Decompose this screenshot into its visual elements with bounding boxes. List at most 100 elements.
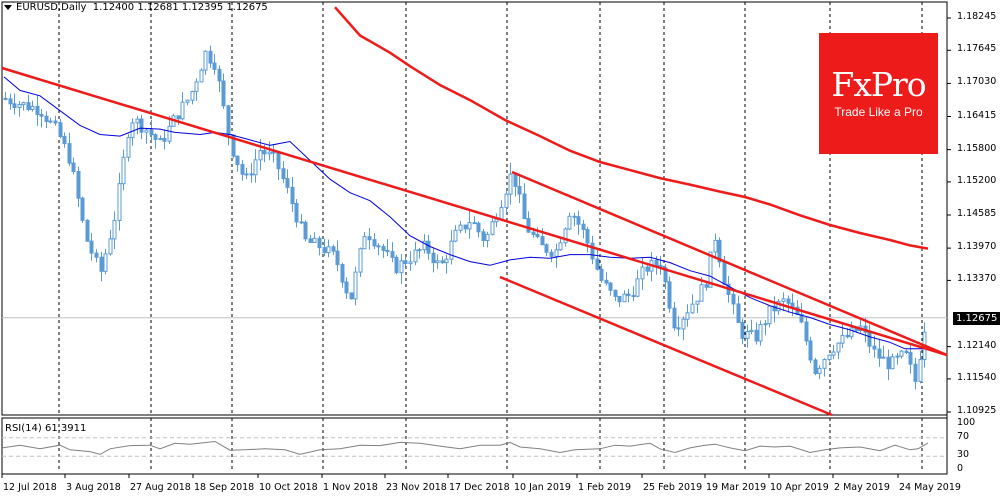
rsi-level-label: 0: [957, 463, 964, 474]
candle-bullish: [180, 101, 185, 120]
candle-bearish: [476, 222, 481, 233]
candle-bullish: [499, 207, 504, 220]
candle-bearish: [481, 231, 486, 241]
candle-bearish: [39, 113, 44, 117]
candle-bullish: [895, 355, 900, 358]
candle-bullish: [362, 236, 367, 250]
candle-bullish: [485, 233, 490, 241]
candle-bearish: [517, 185, 522, 195]
candle-bearish: [608, 282, 613, 291]
time-label: 18 Sep 2018: [194, 482, 255, 493]
logo-brand: FxPro: [831, 65, 926, 104]
dropdown-triangle-icon[interactable]: [4, 4, 12, 10]
candle-bullish: [690, 303, 695, 314]
time-label: 12 Jul 2018: [3, 482, 57, 493]
candle-bullish: [126, 137, 131, 158]
candle-bearish: [704, 284, 709, 288]
candle-bearish: [85, 219, 90, 242]
candle-bullish: [244, 173, 249, 176]
candle-bearish: [845, 334, 850, 338]
candle-bearish: [303, 221, 308, 240]
candle-bullish: [358, 248, 363, 273]
candle-bullish: [681, 318, 686, 330]
candle-bearish: [908, 352, 913, 365]
time-label: 10 Apr 2019: [770, 482, 829, 493]
candle-bearish: [80, 197, 85, 221]
candle-bearish: [35, 105, 40, 115]
candle-bullish: [353, 271, 358, 300]
candle-bearish: [604, 279, 609, 284]
candle-bullish: [108, 238, 113, 255]
candle-bullish: [158, 138, 163, 141]
price-label: 1.17030: [957, 76, 997, 88]
candle-bearish: [71, 162, 76, 173]
price-label: 1.17645: [957, 43, 997, 55]
candle-bearish: [12, 103, 17, 109]
price-label: 1.18245: [957, 11, 997, 22]
candle-bearish: [299, 221, 304, 224]
candle-bearish: [176, 115, 181, 120]
candle-bearish: [89, 240, 94, 254]
candle-bearish: [62, 135, 67, 145]
low-value: 1.12395: [181, 2, 224, 13]
candle-bearish: [654, 259, 659, 266]
candle-bullish: [449, 240, 454, 260]
candle-bearish: [740, 321, 745, 339]
candle-bullish: [199, 69, 204, 83]
candle-bullish: [758, 323, 763, 342]
rsi-line: [1, 440, 929, 455]
candle-bullish: [840, 334, 845, 344]
rsi-level-label: 30: [957, 449, 970, 461]
symbol-label: EURUSD,Daily: [16, 2, 87, 13]
candle-bullish: [781, 298, 786, 302]
candle-bearish: [317, 237, 322, 249]
candle-bearish: [731, 293, 736, 305]
candle-bullish: [103, 253, 108, 272]
time-label: 3 Aug 2018: [66, 482, 121, 493]
candle-bullish: [490, 221, 495, 235]
candle-bearish: [526, 218, 531, 233]
candle-bullish: [458, 224, 463, 231]
candle-bullish: [467, 222, 472, 230]
candle-bullish: [267, 151, 272, 155]
candle-bearish: [904, 350, 909, 354]
candle-bearish: [676, 327, 681, 330]
candle-bullish: [399, 260, 404, 274]
candle-bearish: [390, 251, 395, 258]
candle-bullish: [563, 228, 568, 244]
candle-bullish: [708, 251, 713, 288]
candle-bearish: [431, 252, 436, 264]
candle-bullish: [713, 239, 718, 253]
candle-bullish: [144, 129, 149, 133]
candle-bearish: [722, 261, 727, 285]
candle-bearish: [217, 68, 222, 82]
candle-bullish: [312, 237, 317, 243]
time-label: 25 Feb 2019: [643, 482, 703, 493]
candle-bearish: [581, 223, 586, 231]
time-label: 27 Aug 2018: [130, 482, 191, 493]
candle-bearish: [522, 193, 527, 220]
candle-bullish: [827, 354, 832, 361]
ma-200-line: [334, 6, 929, 250]
rsi-level-label: 70: [957, 430, 970, 442]
candle-bearish: [531, 231, 536, 235]
candle-bearish: [799, 314, 804, 323]
fxpro-logo: FxPro Trade Like a Pro: [819, 33, 938, 154]
candle-bullish: [622, 293, 627, 303]
candle-bullish: [817, 367, 822, 374]
candle-bearish: [162, 138, 167, 142]
candle-bearish: [808, 340, 813, 361]
candle-bearish: [340, 264, 345, 283]
candle-bearish: [867, 331, 872, 347]
time-label: 17 Dec 2018: [449, 482, 510, 493]
candle-bullish: [435, 260, 440, 264]
candle-bearish: [617, 295, 622, 303]
candle-bullish: [749, 329, 754, 333]
price-label: 1.14585: [957, 208, 997, 219]
candle-bullish: [117, 183, 122, 221]
candle-bearish: [3, 97, 8, 100]
candle-bearish: [58, 122, 63, 137]
candle-bearish: [613, 289, 618, 297]
high-value: 1.12681: [137, 2, 179, 13]
candle-bullish: [444, 258, 449, 264]
